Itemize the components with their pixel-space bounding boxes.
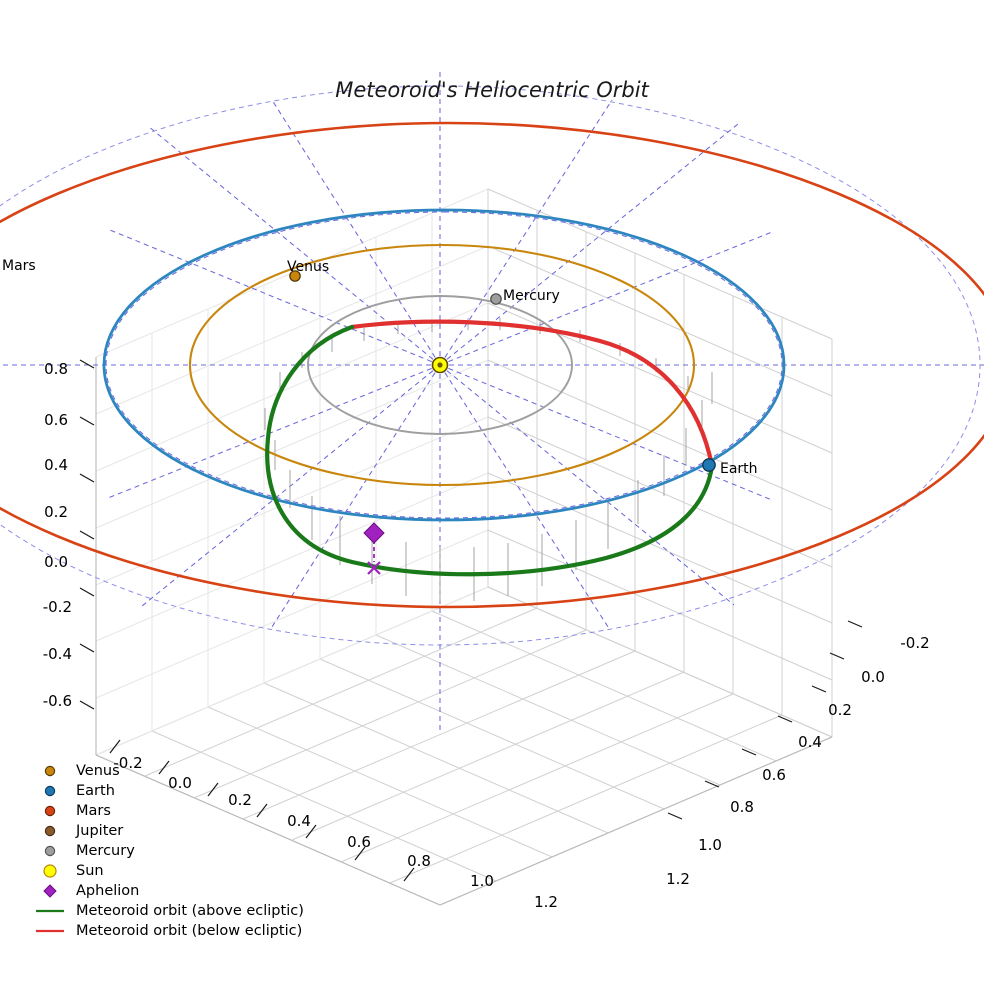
legend-marker-earth-icon [44, 785, 56, 797]
x-tick-3: 0.4 [287, 812, 311, 830]
legend-label-jupiter: Jupiter [75, 823, 123, 839]
x-tick-2: 0.2 [228, 791, 252, 809]
right-wall-grid [487, 188, 833, 738]
legend-label-aphelion: Aphelion [76, 883, 139, 899]
aphelion-group [363, 522, 385, 575]
ecliptic-reference-lines [0, 72, 984, 730]
meteoroid-orbit-below-ecliptic [349, 319, 715, 469]
y-axis-ticks: -0.2 0.0 0.2 0.4 0.6 0.8 1.0 1.2 [666, 620, 930, 888]
label-earth: Earth [720, 461, 758, 477]
legend-label-venus: Venus [76, 763, 120, 779]
legend-label-mars: Mars [76, 803, 111, 819]
x-tick-4: 0.6 [347, 833, 371, 851]
floor-grid [95, 586, 833, 906]
z-tick-0: 0.8 [44, 360, 68, 378]
legend-marker-mars-icon [44, 805, 56, 817]
y-tick-3: 0.4 [798, 733, 822, 751]
meteoroid-orbit [265, 319, 715, 577]
label-venus: Venus [287, 259, 329, 275]
planet-markers [289, 270, 716, 472]
y-tick-1: 0.0 [861, 668, 885, 686]
venus-marker [289, 270, 301, 282]
sun-core [437, 362, 443, 368]
aphelion-diamond-marker [363, 522, 385, 544]
axis-spines [95, 357, 833, 906]
earth-marker [702, 458, 716, 472]
y-tick-5: 0.8 [730, 798, 754, 816]
aphelion-projection-x [367, 561, 381, 575]
legend-marker-sun-icon [43, 864, 57, 878]
z-axis-ticks: 0.8 0.6 0.4 0.2 0.0 -0.2 -0.4 -0.6 [43, 359, 95, 710]
z-tick-5: -0.2 [43, 598, 72, 616]
y-tick-7: 1.2 [666, 870, 690, 888]
mercury-marker [490, 293, 502, 305]
x-axis-ticks: -0.2 0.0 0.2 0.4 0.6 0.8 1.0 1.2 [109, 739, 558, 911]
legend-label-meteoroid-orbit-below-ecliptic: Meteoroid orbit (below ecliptic) [76, 923, 302, 939]
legend-marker-venus-icon [44, 765, 56, 777]
y-tick-4: 0.6 [762, 766, 786, 784]
z-tick-4: 0.0 [44, 553, 68, 571]
x-tick-7: 1.2 [534, 893, 558, 911]
label-mercury: Mercury [503, 288, 560, 304]
label-mars: Mars [2, 258, 36, 274]
page-title: Meteoroid's Heliocentric Orbit [335, 78, 649, 102]
orbit-mars [0, 121, 984, 609]
z-tick-6: -0.4 [43, 645, 72, 663]
x-tick-6: 1.0 [470, 872, 494, 890]
z-tick-3: 0.2 [44, 503, 68, 521]
legend: Venus Earth Mars Jupiter Mercury Sun Aphelion M… [36, 763, 304, 939]
legend-marker-jupiter-icon [44, 825, 56, 837]
x-tick-1: 0.0 [168, 774, 192, 792]
meteoroid-orbit-above-ecliptic [265, 324, 715, 577]
z-tick-7: -0.6 [43, 692, 72, 710]
y-tick-2: 0.2 [828, 701, 852, 719]
legend-label-meteoroid-orbit-above-ecliptic: Meteoroid orbit (above ecliptic) [76, 903, 304, 919]
orbit-venus [188, 243, 696, 487]
sun-marker-group [431, 356, 449, 374]
x-tick-5: 0.8 [407, 852, 431, 870]
z-tick-1: 0.6 [44, 411, 68, 429]
legend-marker-mercury-icon [44, 845, 56, 857]
orbit-earth [102, 208, 786, 522]
legend-label-earth: Earth [76, 783, 115, 799]
y-tick-6: 1.0 [698, 836, 722, 854]
legend-marker-aphelion-icon [43, 884, 57, 898]
x-tick-0: -0.2 [113, 754, 142, 772]
y-tick-0: -0.2 [900, 634, 929, 652]
legend-label-mercury: Mercury [76, 843, 135, 859]
z-tick-2: 0.4 [44, 456, 68, 474]
legend-label-sun: Sun [76, 863, 104, 879]
planet-orbits [0, 121, 984, 609]
